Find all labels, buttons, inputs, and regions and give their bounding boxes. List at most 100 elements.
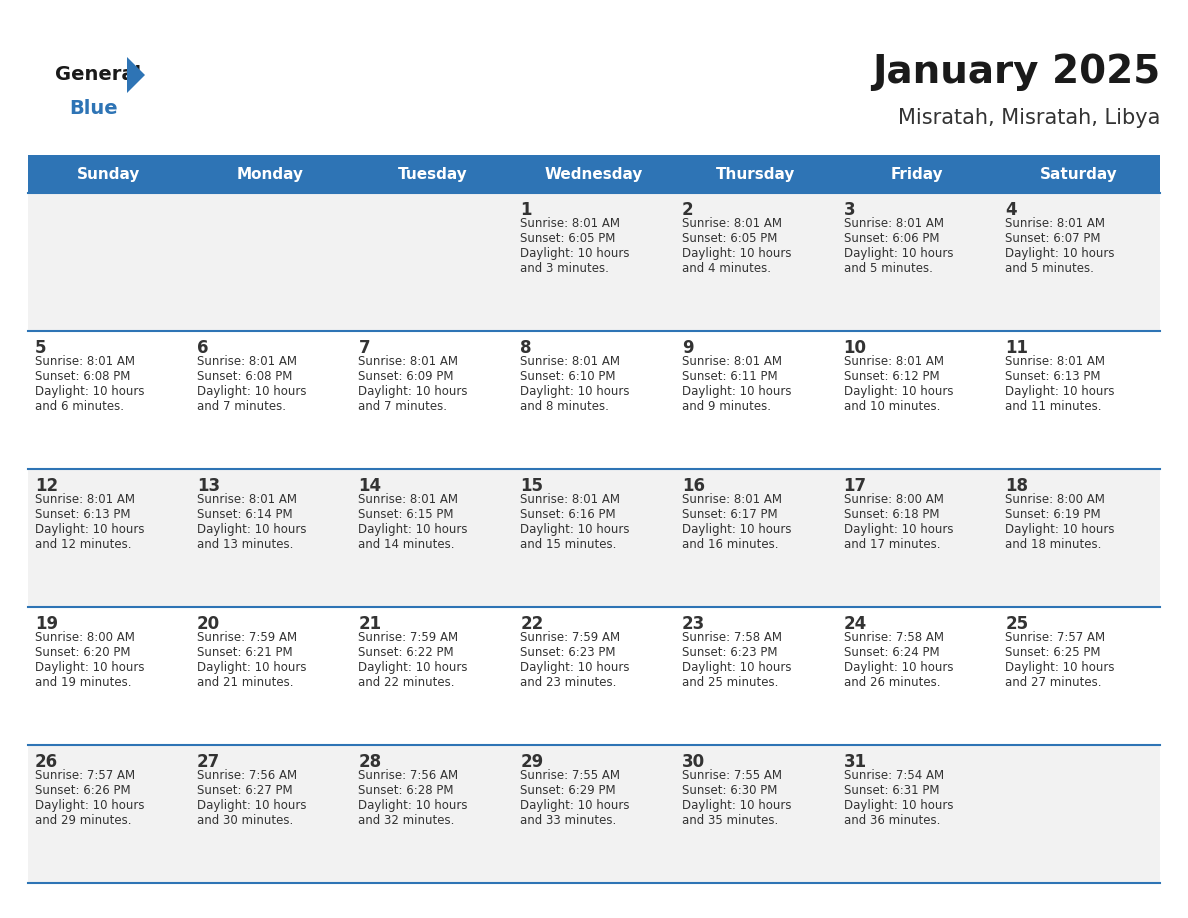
Text: Sunset: 6:08 PM: Sunset: 6:08 PM xyxy=(197,370,292,383)
Text: 6: 6 xyxy=(197,339,208,357)
Text: Sunrise: 8:01 AM: Sunrise: 8:01 AM xyxy=(197,493,297,506)
Text: Sunset: 6:13 PM: Sunset: 6:13 PM xyxy=(1005,370,1101,383)
Text: Daylight: 10 hours: Daylight: 10 hours xyxy=(843,523,953,536)
Text: 19: 19 xyxy=(34,615,58,633)
Text: Sunset: 6:07 PM: Sunset: 6:07 PM xyxy=(1005,232,1101,245)
Text: Sunrise: 8:00 AM: Sunrise: 8:00 AM xyxy=(843,493,943,506)
Text: and 29 minutes.: and 29 minutes. xyxy=(34,814,132,827)
Text: Sunrise: 8:01 AM: Sunrise: 8:01 AM xyxy=(359,355,459,368)
Text: Sunrise: 8:01 AM: Sunrise: 8:01 AM xyxy=(520,355,620,368)
Text: Daylight: 10 hours: Daylight: 10 hours xyxy=(520,523,630,536)
Text: 7: 7 xyxy=(359,339,369,357)
Text: 30: 30 xyxy=(682,753,704,771)
Text: Daylight: 10 hours: Daylight: 10 hours xyxy=(34,799,145,812)
Text: 20: 20 xyxy=(197,615,220,633)
Text: 14: 14 xyxy=(359,477,381,495)
Text: 3: 3 xyxy=(843,201,855,219)
Text: Sunrise: 7:55 AM: Sunrise: 7:55 AM xyxy=(520,769,620,782)
Text: Sunset: 6:30 PM: Sunset: 6:30 PM xyxy=(682,784,777,797)
Text: and 13 minutes.: and 13 minutes. xyxy=(197,538,293,551)
Text: January 2025: January 2025 xyxy=(872,53,1159,91)
Text: Daylight: 10 hours: Daylight: 10 hours xyxy=(520,799,630,812)
Text: 15: 15 xyxy=(520,477,543,495)
Text: 28: 28 xyxy=(359,753,381,771)
Text: 26: 26 xyxy=(34,753,58,771)
Text: Sunrise: 8:01 AM: Sunrise: 8:01 AM xyxy=(520,493,620,506)
Text: 17: 17 xyxy=(843,477,867,495)
Text: Sunset: 6:23 PM: Sunset: 6:23 PM xyxy=(682,646,777,659)
Text: and 27 minutes.: and 27 minutes. xyxy=(1005,676,1101,689)
Text: Sunrise: 7:55 AM: Sunrise: 7:55 AM xyxy=(682,769,782,782)
Text: and 5 minutes.: and 5 minutes. xyxy=(1005,262,1094,275)
Text: and 11 minutes.: and 11 minutes. xyxy=(1005,400,1101,413)
Text: Sunset: 6:05 PM: Sunset: 6:05 PM xyxy=(520,232,615,245)
Text: Daylight: 10 hours: Daylight: 10 hours xyxy=(520,247,630,260)
Text: 8: 8 xyxy=(520,339,532,357)
Text: Sunrise: 8:01 AM: Sunrise: 8:01 AM xyxy=(1005,355,1105,368)
Text: and 14 minutes.: and 14 minutes. xyxy=(359,538,455,551)
Text: Daylight: 10 hours: Daylight: 10 hours xyxy=(1005,385,1114,398)
Text: Daylight: 10 hours: Daylight: 10 hours xyxy=(34,661,145,674)
Text: Sunset: 6:05 PM: Sunset: 6:05 PM xyxy=(682,232,777,245)
Text: Daylight: 10 hours: Daylight: 10 hours xyxy=(682,661,791,674)
Text: Daylight: 10 hours: Daylight: 10 hours xyxy=(520,661,630,674)
Text: Sunset: 6:10 PM: Sunset: 6:10 PM xyxy=(520,370,615,383)
Text: Sunset: 6:20 PM: Sunset: 6:20 PM xyxy=(34,646,131,659)
Text: Daylight: 10 hours: Daylight: 10 hours xyxy=(197,799,307,812)
Text: Daylight: 10 hours: Daylight: 10 hours xyxy=(682,385,791,398)
Text: Sunrise: 8:01 AM: Sunrise: 8:01 AM xyxy=(34,493,135,506)
Polygon shape xyxy=(127,57,145,93)
Text: Sunrise: 7:57 AM: Sunrise: 7:57 AM xyxy=(1005,631,1105,644)
Text: 5: 5 xyxy=(34,339,46,357)
Text: 21: 21 xyxy=(359,615,381,633)
Text: Daylight: 10 hours: Daylight: 10 hours xyxy=(197,523,307,536)
Text: Sunrise: 8:01 AM: Sunrise: 8:01 AM xyxy=(520,217,620,230)
Text: Sunrise: 8:00 AM: Sunrise: 8:00 AM xyxy=(34,631,135,644)
Text: 2: 2 xyxy=(682,201,694,219)
Text: Sunset: 6:26 PM: Sunset: 6:26 PM xyxy=(34,784,131,797)
Text: Sunset: 6:14 PM: Sunset: 6:14 PM xyxy=(197,508,292,521)
Bar xyxy=(29,331,1159,469)
Text: 1: 1 xyxy=(520,201,532,219)
Text: Sunrise: 7:57 AM: Sunrise: 7:57 AM xyxy=(34,769,135,782)
Text: Daylight: 10 hours: Daylight: 10 hours xyxy=(1005,661,1114,674)
Text: Sunrise: 8:01 AM: Sunrise: 8:01 AM xyxy=(682,493,782,506)
Text: Daylight: 10 hours: Daylight: 10 hours xyxy=(682,523,791,536)
Text: 11: 11 xyxy=(1005,339,1029,357)
Text: and 30 minutes.: and 30 minutes. xyxy=(197,814,293,827)
Text: Thursday: Thursday xyxy=(716,166,796,182)
Text: and 4 minutes.: and 4 minutes. xyxy=(682,262,771,275)
Text: and 18 minutes.: and 18 minutes. xyxy=(1005,538,1101,551)
Text: 16: 16 xyxy=(682,477,704,495)
Text: Daylight: 10 hours: Daylight: 10 hours xyxy=(197,661,307,674)
Text: Tuesday: Tuesday xyxy=(398,166,467,182)
Text: Sunset: 6:25 PM: Sunset: 6:25 PM xyxy=(1005,646,1101,659)
Bar xyxy=(29,607,1159,745)
Text: Daylight: 10 hours: Daylight: 10 hours xyxy=(520,385,630,398)
Text: Sunset: 6:18 PM: Sunset: 6:18 PM xyxy=(843,508,939,521)
Text: 4: 4 xyxy=(1005,201,1017,219)
Text: and 6 minutes.: and 6 minutes. xyxy=(34,400,124,413)
Text: Daylight: 10 hours: Daylight: 10 hours xyxy=(682,247,791,260)
Text: Sunrise: 8:01 AM: Sunrise: 8:01 AM xyxy=(682,217,782,230)
Text: Sunset: 6:11 PM: Sunset: 6:11 PM xyxy=(682,370,777,383)
Text: and 5 minutes.: and 5 minutes. xyxy=(843,262,933,275)
Text: Sunset: 6:21 PM: Sunset: 6:21 PM xyxy=(197,646,292,659)
Text: 13: 13 xyxy=(197,477,220,495)
Bar xyxy=(29,193,1159,331)
Text: Sunset: 6:28 PM: Sunset: 6:28 PM xyxy=(359,784,454,797)
Text: Daylight: 10 hours: Daylight: 10 hours xyxy=(359,523,468,536)
Text: Sunrise: 8:01 AM: Sunrise: 8:01 AM xyxy=(197,355,297,368)
Text: Blue: Blue xyxy=(69,98,118,118)
Text: Sunset: 6:13 PM: Sunset: 6:13 PM xyxy=(34,508,131,521)
Text: General: General xyxy=(55,65,141,84)
Text: Sunrise: 7:54 AM: Sunrise: 7:54 AM xyxy=(843,769,943,782)
Text: Sunset: 6:19 PM: Sunset: 6:19 PM xyxy=(1005,508,1101,521)
Text: Sunday: Sunday xyxy=(77,166,140,182)
Text: Daylight: 10 hours: Daylight: 10 hours xyxy=(359,661,468,674)
Text: Daylight: 10 hours: Daylight: 10 hours xyxy=(843,385,953,398)
Text: Daylight: 10 hours: Daylight: 10 hours xyxy=(1005,523,1114,536)
Text: Sunrise: 7:56 AM: Sunrise: 7:56 AM xyxy=(197,769,297,782)
Text: Daylight: 10 hours: Daylight: 10 hours xyxy=(34,523,145,536)
Text: Sunrise: 8:01 AM: Sunrise: 8:01 AM xyxy=(34,355,135,368)
